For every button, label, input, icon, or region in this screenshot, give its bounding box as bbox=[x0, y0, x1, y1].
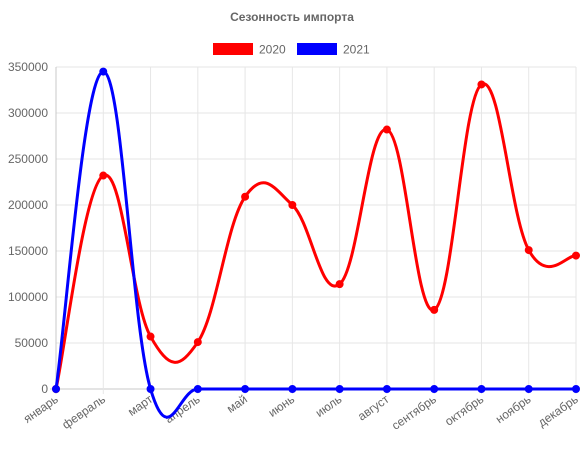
data-point-2020[interactable] bbox=[99, 171, 108, 180]
data-point-2021[interactable] bbox=[382, 385, 391, 393]
data-point-2020[interactable] bbox=[146, 332, 155, 341]
x-tick-label: август bbox=[355, 392, 392, 424]
y-axis-ticks: 0 50000 100000 150000 200000 250000 300000 3500… bbox=[8, 60, 48, 396]
x-tick-label: ноябрь bbox=[493, 392, 533, 426]
y-tick-label: 350000 bbox=[8, 60, 48, 74]
data-point-2021[interactable] bbox=[52, 385, 60, 393]
series-layer bbox=[52, 67, 580, 419]
legend-label-2021: 2021 bbox=[343, 43, 370, 57]
x-tick-label: декабрь bbox=[535, 392, 580, 430]
x-tick-label: октябрь bbox=[442, 392, 486, 429]
data-point-2020[interactable] bbox=[241, 192, 250, 201]
chart-title: Сезонность импорта bbox=[230, 10, 354, 24]
y-tick-label: 0 bbox=[41, 382, 48, 396]
series-line-2021 bbox=[54, 70, 576, 419]
y-tick-label: 100000 bbox=[8, 290, 48, 304]
y-tick-label: 150000 bbox=[8, 244, 48, 258]
data-point-2020[interactable] bbox=[193, 338, 202, 347]
series-2020 bbox=[52, 80, 580, 393]
x-tick-label: сентябрь bbox=[389, 392, 439, 433]
x-tick-label: май bbox=[224, 392, 250, 416]
data-point-2021[interactable] bbox=[99, 67, 108, 76]
data-point-2020[interactable] bbox=[477, 80, 486, 89]
data-point-2021[interactable] bbox=[288, 385, 297, 393]
x-tick-label: февраль bbox=[59, 392, 108, 432]
y-tick-label: 200000 bbox=[8, 198, 48, 212]
data-point-2021[interactable] bbox=[335, 385, 344, 393]
data-point-2021[interactable] bbox=[477, 385, 486, 393]
x-tick-label: март bbox=[125, 392, 155, 419]
legend: 2020 2021 bbox=[213, 43, 370, 57]
data-point-2021[interactable] bbox=[193, 385, 202, 393]
data-point-2021[interactable] bbox=[524, 385, 533, 393]
legend-swatch-2021 bbox=[297, 43, 337, 55]
data-point-2020[interactable] bbox=[524, 246, 533, 255]
data-point-2021[interactable] bbox=[430, 385, 439, 393]
data-point-2020[interactable] bbox=[430, 305, 439, 314]
y-tick-label: 250000 bbox=[8, 152, 48, 166]
grid bbox=[50, 66, 577, 394]
x-tick-label: апрель bbox=[162, 392, 202, 426]
data-point-2021[interactable] bbox=[572, 385, 580, 393]
y-tick-label: 50000 bbox=[15, 336, 49, 350]
data-point-2020[interactable] bbox=[572, 251, 580, 260]
data-point-2021[interactable] bbox=[241, 385, 250, 393]
data-point-2020[interactable] bbox=[382, 125, 391, 134]
x-tick-label: январь bbox=[21, 392, 61, 426]
legend-swatch-2020 bbox=[213, 43, 253, 55]
x-tick-label: июль bbox=[313, 392, 345, 420]
x-tick-label: июнь bbox=[266, 392, 297, 420]
y-tick-label: 300000 bbox=[8, 106, 48, 120]
data-point-2020[interactable] bbox=[288, 201, 297, 209]
data-point-2020[interactable] bbox=[335, 280, 344, 289]
series-2021 bbox=[52, 67, 580, 419]
legend-label-2020: 2020 bbox=[259, 43, 286, 57]
data-point-2021[interactable] bbox=[146, 385, 155, 393]
